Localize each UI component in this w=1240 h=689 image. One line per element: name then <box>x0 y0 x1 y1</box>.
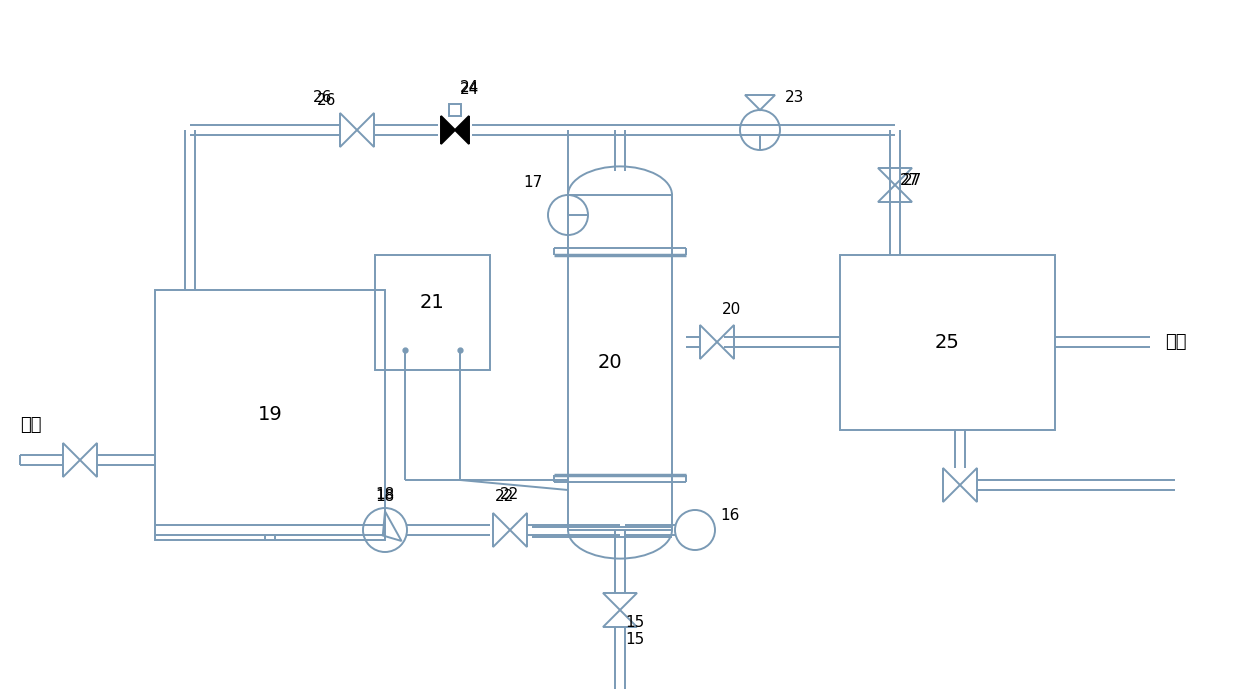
Text: 22: 22 <box>501 487 520 502</box>
Text: 15: 15 <box>625 615 645 630</box>
Bar <box>568 195 672 530</box>
Text: 26: 26 <box>317 93 337 108</box>
Text: 27: 27 <box>903 172 923 187</box>
Text: 16: 16 <box>720 508 739 522</box>
Text: 21: 21 <box>419 293 444 311</box>
Text: 24: 24 <box>460 80 479 95</box>
Text: 20: 20 <box>722 302 742 317</box>
Text: 24: 24 <box>460 82 479 97</box>
Bar <box>374 255 490 370</box>
Text: 26: 26 <box>312 90 332 105</box>
Text: 出水: 出水 <box>1166 333 1187 351</box>
Text: 19: 19 <box>258 406 283 424</box>
Text: 进水: 进水 <box>20 416 41 434</box>
Text: 18: 18 <box>376 489 394 504</box>
Bar <box>155 290 384 540</box>
Text: 22: 22 <box>495 489 515 504</box>
Text: 27: 27 <box>900 172 919 187</box>
Bar <box>839 255 1055 430</box>
Polygon shape <box>455 116 469 144</box>
Text: 25: 25 <box>935 333 960 351</box>
Text: 17: 17 <box>523 175 543 190</box>
Bar <box>449 104 461 116</box>
Text: 15: 15 <box>625 632 645 647</box>
Text: 23: 23 <box>785 90 805 105</box>
Text: 18: 18 <box>376 487 394 502</box>
Polygon shape <box>441 116 455 144</box>
Text: 20: 20 <box>598 353 622 371</box>
